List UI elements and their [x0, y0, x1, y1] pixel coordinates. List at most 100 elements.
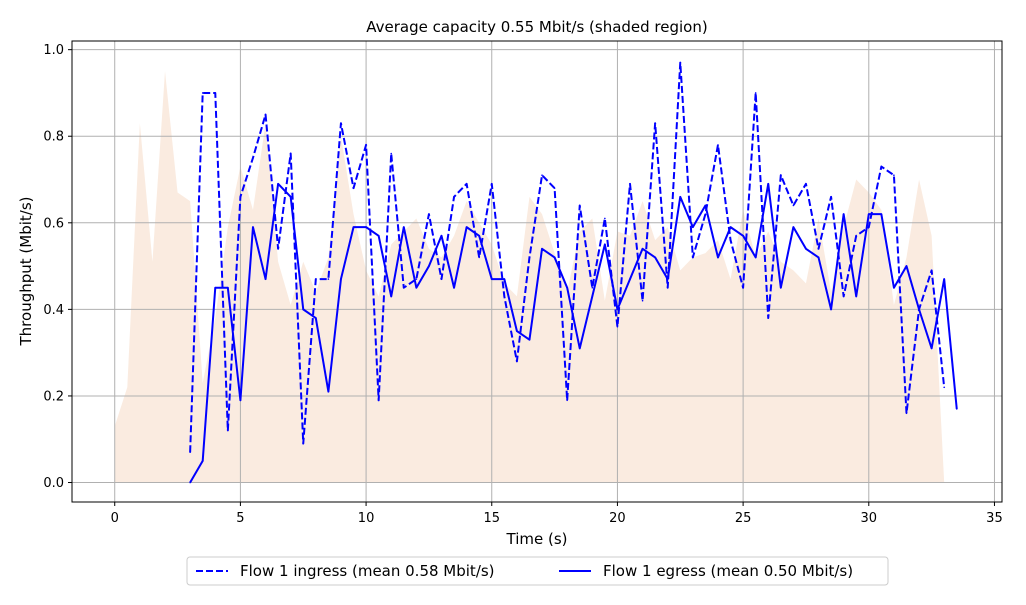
egress-point	[352, 226, 355, 228]
egress-point	[189, 481, 191, 484]
egress-point	[780, 286, 782, 289]
y-tick-label: 0.2	[43, 389, 64, 404]
egress-point	[277, 183, 279, 185]
ingress-point	[201, 92, 204, 94]
ingress-point	[440, 278, 443, 280]
egress-point	[704, 204, 707, 207]
ingress-point	[704, 213, 707, 215]
ingress-point	[780, 174, 782, 176]
ingress-point	[880, 165, 883, 168]
ingress-point	[855, 234, 858, 237]
y-tick-label: 0.8	[43, 130, 64, 145]
ingress-point	[679, 61, 682, 64]
legend-label-ingress: Flow 1 ingress (mean 0.58 Mbit/s)	[240, 562, 495, 580]
y-tick-label: 0.4	[43, 303, 64, 318]
x-tick-label: 5	[236, 511, 244, 526]
egress-point	[930, 347, 933, 350]
egress-point	[754, 256, 757, 259]
y-tick-label: 0.0	[43, 476, 64, 491]
ingress-point	[591, 286, 594, 289]
egress-point	[918, 308, 920, 311]
ingress-point	[566, 399, 568, 402]
ingress-point	[830, 196, 832, 198]
egress-point	[792, 226, 795, 228]
x-tick-label: 20	[609, 511, 626, 526]
egress-point	[340, 278, 342, 280]
egress-point	[478, 234, 480, 237]
egress-point	[428, 265, 430, 267]
ingress-point	[654, 122, 656, 125]
y-tick-label: 1.0	[43, 43, 64, 58]
capacity-layer	[114, 71, 945, 483]
x-tick-label: 0	[111, 511, 119, 526]
egress-point	[227, 286, 229, 289]
egress-point	[742, 234, 744, 237]
egress-point	[566, 286, 568, 289]
egress-point	[315, 317, 317, 319]
ingress-point	[239, 196, 242, 198]
ingress-point	[578, 204, 581, 207]
egress-point	[453, 286, 455, 289]
ingress-point	[227, 429, 229, 432]
x-axis-label: Time (s)	[506, 530, 568, 548]
legend: Flow 1 ingress (mean 0.58 Mbit/s) Flow 1…	[186, 556, 889, 586]
legend-label-egress: Flow 1 egress (mean 0.50 Mbit/s)	[603, 562, 853, 580]
ingress-point	[277, 247, 279, 250]
x-tick-label: 25	[735, 511, 752, 526]
egress-point	[578, 347, 581, 350]
ingress-point	[943, 386, 945, 389]
ingress-point	[390, 152, 393, 155]
ingress-point	[252, 157, 254, 159]
y-axis-label: Throughput (Mbit/s)	[17, 197, 35, 347]
ingress-point	[302, 442, 305, 445]
egress-point	[591, 295, 594, 298]
egress-point	[264, 278, 267, 280]
egress-point	[302, 308, 305, 311]
ingress-point	[377, 399, 380, 402]
plot-area	[71, 40, 1003, 503]
egress-point	[943, 278, 945, 280]
x-tick-label: 30	[861, 511, 878, 526]
egress-point	[516, 330, 518, 332]
egress-point	[377, 234, 380, 237]
grid-layer	[72, 41, 1002, 502]
ingress-point	[867, 226, 870, 228]
ingress-point	[503, 295, 506, 298]
egress-point	[402, 226, 405, 228]
x-tick-label: 35	[986, 511, 1003, 526]
egress-point	[252, 226, 254, 228]
egress-point	[855, 295, 858, 298]
egress-point	[955, 408, 958, 410]
egress-point	[817, 256, 820, 259]
egress-point	[327, 390, 330, 393]
egress-point	[717, 256, 719, 259]
ingress-point	[340, 122, 342, 125]
egress-point	[465, 226, 468, 228]
ingress-point	[893, 174, 895, 176]
egress-point	[415, 286, 418, 289]
y-axis-ticks: 0.0 0.2 0.4 0.6 0.8 1.0	[43, 43, 72, 491]
egress-point	[616, 308, 619, 311]
ingress-point	[352, 187, 355, 189]
ingress-point	[616, 325, 619, 328]
series-layer	[189, 61, 958, 484]
ingress-point	[264, 113, 267, 116]
egress-point	[214, 286, 217, 289]
ingress-point	[742, 286, 744, 289]
egress-point	[830, 308, 832, 311]
egress-point	[201, 460, 204, 462]
ingress-point	[189, 451, 191, 454]
egress-point	[604, 243, 606, 246]
ingress-point	[453, 196, 455, 198]
ingress-point	[805, 183, 807, 185]
ingress-point	[629, 183, 631, 185]
ingress-point	[792, 204, 795, 207]
egress-point	[365, 226, 367, 228]
legend-box	[186, 556, 889, 586]
x-axis-ticks: 0 5 10 15 20 25 30 35	[111, 502, 1003, 526]
ingress-point	[604, 217, 606, 220]
ingress-point	[516, 360, 518, 363]
ingress-point	[528, 256, 531, 259]
egress-point	[629, 278, 631, 280]
egress-point	[541, 247, 543, 250]
